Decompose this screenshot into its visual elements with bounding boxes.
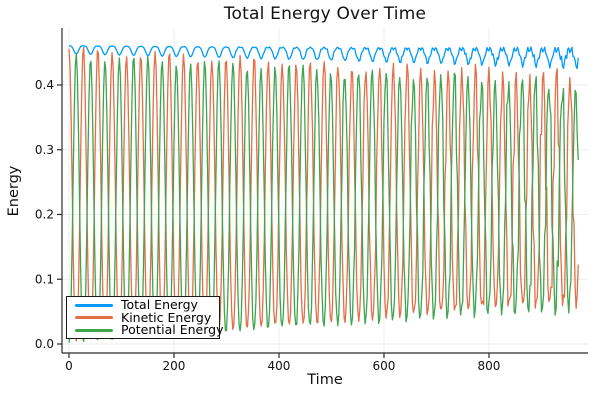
- x-tick-label: 0: [65, 359, 73, 373]
- y-tick-label: 0.0: [35, 337, 54, 351]
- legend-line-potential-energy: [75, 328, 113, 332]
- legend-line-total-energy: [75, 303, 113, 307]
- series-line-total-energy: [68, 45, 579, 70]
- x-tick-label: 400: [268, 359, 291, 373]
- legend-label-potential: Potential Energy: [121, 322, 224, 337]
- legend-label-total: Total Energy: [121, 297, 198, 312]
- series-line-kinetic-energy: [68, 46, 579, 342]
- legend-line-kinetic-energy: [75, 316, 113, 320]
- chart-title: Total Energy Over Time: [223, 4, 427, 24]
- legend-box: Total Energy Kinetic Energy Potential En…: [66, 296, 224, 339]
- legend-item-potential: Potential Energy: [67, 323, 224, 337]
- x-tick-label: 800: [478, 359, 501, 373]
- x-tick-label: 600: [373, 359, 396, 373]
- legend-item-total: Total Energy: [67, 297, 219, 312]
- legend-label-kinetic: Kinetic Energy: [121, 309, 212, 325]
- y-tick-label: 0.2: [35, 208, 54, 222]
- y-tick-label: 0.4: [35, 78, 54, 92]
- y-tick-label: 0.3: [35, 143, 54, 157]
- x-tick-label: 200: [163, 359, 186, 373]
- y-axis-label: Energy: [6, 165, 22, 217]
- legend-item-kinetic: Kinetic Energy: [67, 309, 219, 325]
- x-axis-label: Time: [307, 372, 343, 388]
- y-tick-label: 0.1: [35, 272, 54, 286]
